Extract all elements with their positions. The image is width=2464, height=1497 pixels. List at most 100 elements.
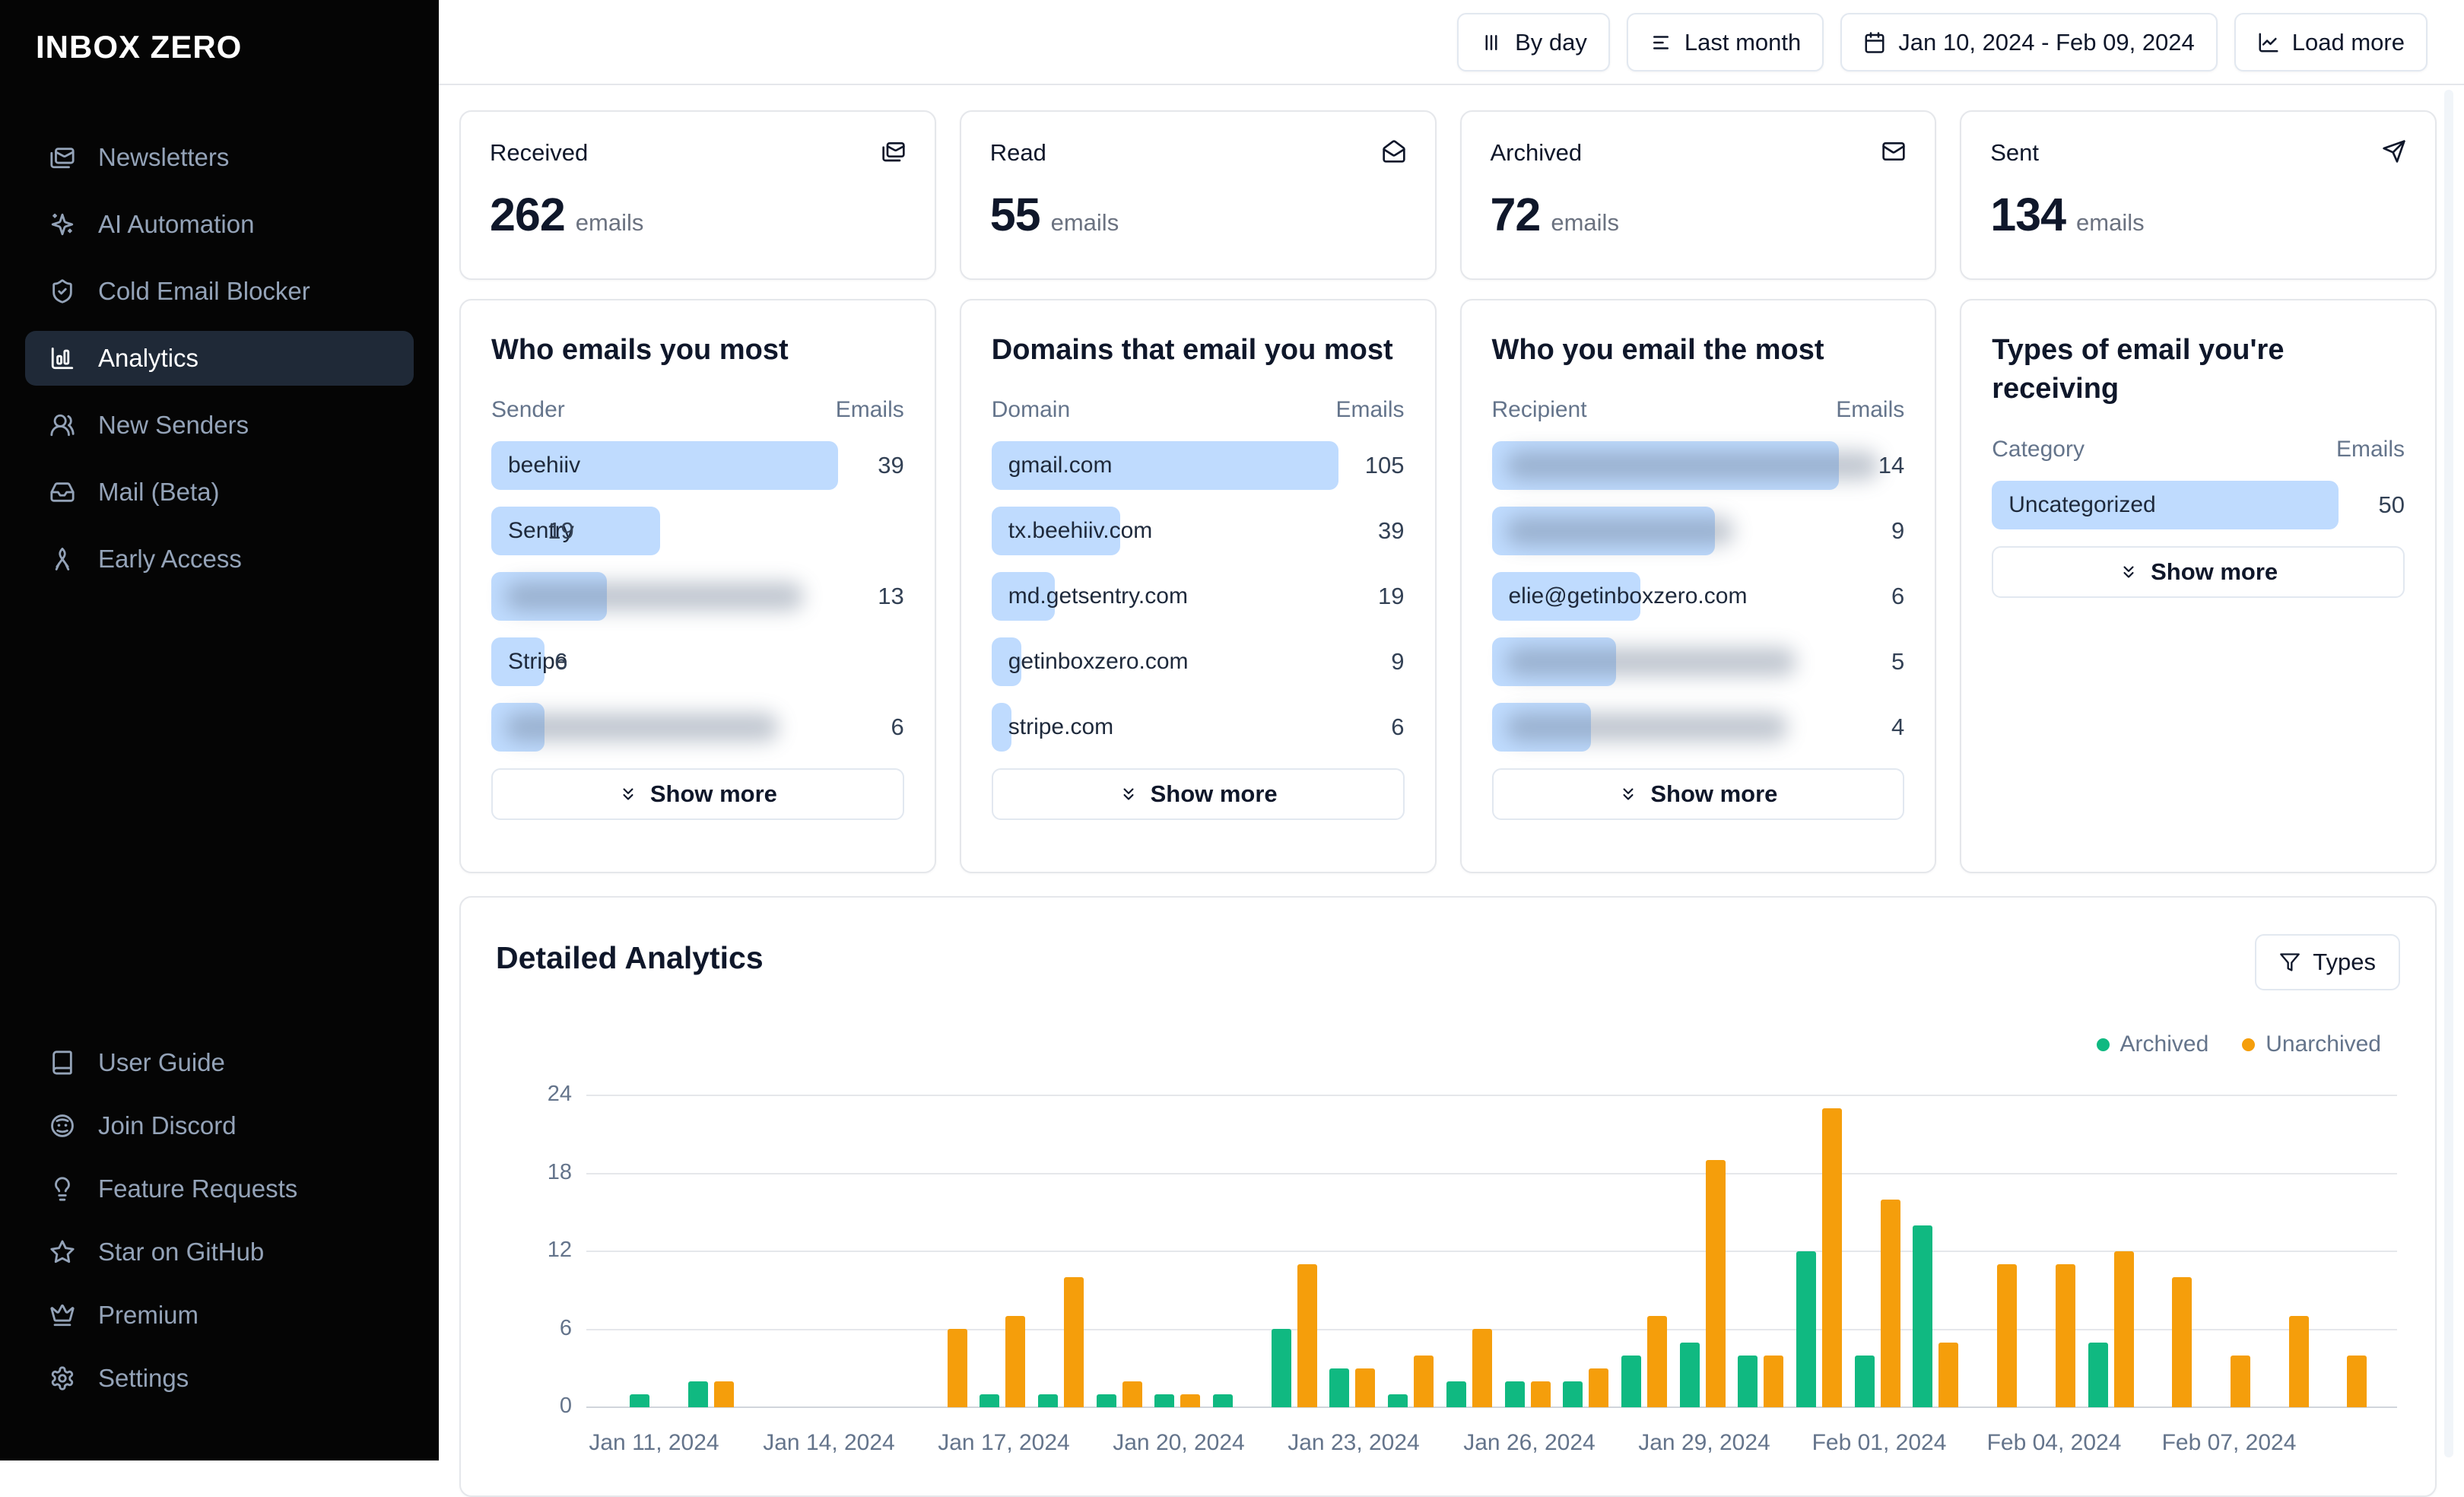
table-row[interactable]: beehiiv 39 bbox=[491, 441, 904, 491]
bar-unarchived bbox=[714, 1381, 734, 1407]
sidebar-item-mail-beta[interactable]: Mail (Beta) bbox=[25, 465, 414, 520]
redacted-text bbox=[505, 582, 804, 612]
table-row[interactable]: 6 bbox=[491, 703, 904, 752]
jan-10-2024-feb-09-2024-button[interactable]: Jan 10, 2024 - Feb 09, 2024 bbox=[1840, 13, 2218, 72]
shield-check-icon bbox=[52, 279, 72, 304]
bar-archived bbox=[1388, 1394, 1408, 1407]
sidebar-item-new-senders[interactable]: New Senders bbox=[25, 398, 414, 453]
sidebar-item-premium[interactable]: Premium bbox=[25, 1290, 414, 1340]
x-axis-tick: Jan 23, 2024 bbox=[1288, 1430, 1420, 1455]
star-icon bbox=[50, 1240, 75, 1263]
sidebar-item-cold-email-blocker[interactable]: Cold Email Blocker bbox=[25, 264, 414, 319]
stat-label: Received bbox=[490, 139, 589, 166]
show-more-button[interactable]: Show more bbox=[1992, 545, 2405, 598]
x-axis-tick: Feb 04, 2024 bbox=[1986, 1430, 2122, 1455]
bar-unarchived bbox=[1706, 1160, 1726, 1407]
funnel-icon bbox=[2280, 953, 2300, 971]
types-filter-button[interactable]: Types bbox=[2255, 934, 2400, 990]
table-row[interactable]: 13 bbox=[491, 572, 904, 621]
row-value: 5 bbox=[1891, 648, 1905, 675]
bar-unarchived bbox=[948, 1329, 967, 1407]
bar-unarchived bbox=[1005, 1316, 1025, 1407]
sidebar-nav: Newsletters AI Automation Cold Email Block… bbox=[25, 130, 414, 599]
sidebar-footer-nav: User Guide Join Discord Feature Requests St… bbox=[25, 1038, 414, 1416]
sidebar-item-join-discord[interactable]: Join Discord bbox=[25, 1101, 414, 1151]
row-label: beehiiv bbox=[508, 453, 581, 478]
detailed-analytics-card: Detailed Analytics Types Archived Unarchi… bbox=[459, 896, 2437, 1497]
table-row[interactable]: Stripe 6 bbox=[491, 637, 904, 687]
panel-who-you-email-the-most: Who you email the most Recipient Emails 14 9… bbox=[1459, 299, 1937, 873]
sparkles-icon bbox=[51, 213, 74, 236]
sidebar-item-ai-automation[interactable]: AI Automation bbox=[25, 197, 414, 252]
sidebar-item-settings[interactable]: Settings bbox=[25, 1353, 414, 1403]
table-row[interactable]: 9 bbox=[1491, 507, 1904, 556]
ribbon-icon bbox=[55, 548, 70, 571]
stat-card-archived: Archived 72 emails bbox=[1459, 110, 1937, 280]
stat-card-read: Read 55 emails bbox=[959, 110, 1437, 280]
sidebar-item-newsletters[interactable]: Newsletters bbox=[25, 130, 414, 185]
row-label: stripe.com bbox=[1008, 714, 1114, 740]
usage-bar bbox=[991, 572, 1055, 621]
row-label: Uncategorized bbox=[2008, 491, 2156, 517]
usage-bar bbox=[491, 703, 545, 752]
bar-archived bbox=[1796, 1251, 1816, 1407]
table-row[interactable]: 14 bbox=[1491, 441, 1904, 491]
row-value: 39 bbox=[1378, 517, 1405, 545]
redacted-text bbox=[505, 713, 779, 742]
funnel-icon bbox=[2279, 952, 2300, 973]
load-more-button[interactable]: Load more bbox=[2234, 13, 2427, 72]
scrollbar[interactable] bbox=[2444, 90, 2453, 1457]
usage-bar bbox=[491, 441, 838, 491]
lightbulb-icon bbox=[55, 1177, 70, 1201]
by-day-button[interactable]: By day bbox=[1457, 13, 1610, 72]
last-month-button[interactable]: Last month bbox=[1626, 13, 1824, 72]
sidebar-item-label: AI Automation bbox=[98, 210, 255, 238]
show-more-button[interactable]: Show more bbox=[1491, 768, 1905, 821]
table-row[interactable]: getinboxzero.com 9 bbox=[991, 637, 1405, 687]
bar-archived bbox=[1097, 1394, 1116, 1407]
bar-archived bbox=[2088, 1343, 2108, 1407]
show-more-button[interactable]: Show more bbox=[991, 768, 1405, 821]
row-label: Sentry 19 bbox=[508, 507, 574, 555]
column-header: Recipient bbox=[1491, 397, 1587, 423]
main-area: By day Last month Jan 10, 2024 - Feb 09, 2… bbox=[439, 0, 2464, 1497]
button-label: Jan 10, 2024 - Feb 09, 2024 bbox=[1898, 28, 2195, 56]
usage-bar bbox=[1491, 507, 1715, 556]
sidebar-item-feature-requests[interactable]: Feature Requests bbox=[25, 1164, 414, 1214]
table-row[interactable]: 4 bbox=[1491, 703, 1904, 752]
sidebar-item-analytics[interactable]: Analytics bbox=[25, 331, 414, 386]
y-axis-tick: 24 bbox=[547, 1082, 572, 1106]
sidebar-item-user-guide[interactable]: User Guide bbox=[25, 1038, 414, 1088]
usage-bar bbox=[1992, 480, 2339, 529]
bar-archived bbox=[630, 1394, 649, 1407]
table-row[interactable]: gmail.com 105 bbox=[991, 441, 1405, 491]
calendar-icon bbox=[1865, 31, 1885, 53]
x-axis-tick: Jan 14, 2024 bbox=[763, 1430, 895, 1455]
bar-archived bbox=[980, 1394, 999, 1407]
table-row[interactable]: tx.beehiiv.com 39 bbox=[991, 507, 1405, 556]
bar-unarchived bbox=[2231, 1356, 2250, 1407]
row-value: 39 bbox=[878, 452, 904, 479]
sidebar-item-star-on-github[interactable]: Star on GitHub bbox=[25, 1227, 414, 1277]
table-row[interactable]: 5 bbox=[1491, 637, 1905, 687]
stat-unit: emails bbox=[575, 209, 644, 236]
panel-title: Domains that email you most bbox=[991, 334, 1393, 366]
table-row[interactable]: elie@getinboxzero.com 6 bbox=[1491, 572, 1904, 621]
usage-bar bbox=[491, 572, 607, 621]
row-label: Stripe 6 bbox=[508, 637, 567, 686]
table-row[interactable]: Sentry 19 bbox=[491, 507, 904, 556]
bar-unarchived bbox=[1472, 1329, 1492, 1407]
gridline bbox=[586, 1251, 2397, 1252]
bar-archived bbox=[1213, 1394, 1233, 1407]
mail-open-icon bbox=[1382, 140, 1405, 163]
usage-bar bbox=[1491, 637, 1616, 687]
legend-label: Archived bbox=[2119, 1031, 2209, 1057]
table-row[interactable]: md.getsentry.com 19 bbox=[991, 572, 1405, 621]
table-row[interactable]: stripe.com 6 bbox=[991, 703, 1405, 752]
sidebar-item-early-access[interactable]: Early Access bbox=[25, 532, 414, 586]
bar-unarchived bbox=[1881, 1200, 1900, 1407]
stat-card-sent: Sent 134 emails bbox=[1960, 110, 2437, 280]
gridline bbox=[586, 1172, 2397, 1174]
show-more-button[interactable]: Show more bbox=[491, 768, 904, 821]
table-row[interactable]: Uncategorized 50 bbox=[1992, 480, 2405, 529]
